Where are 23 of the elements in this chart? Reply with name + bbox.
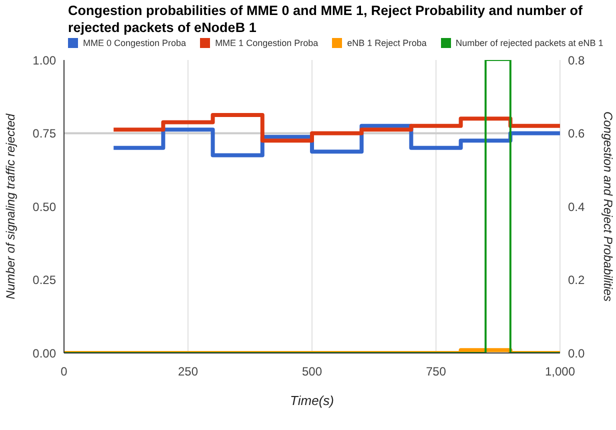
y2-tick-label: 0.2 [568,273,586,288]
x-tick-label: 0 [60,364,68,379]
x-tick-label: 250 [178,364,198,379]
y2-tick-label: 0.8 [568,53,586,68]
y2-tick-label: 0.4 [568,200,586,214]
legend-label: MME 0 Congestion Proba [82,38,186,48]
legend-label: Number of rejected packets at eNB 1 [454,38,604,48]
y-tick-label: 0.50 [32,200,56,214]
x-tick-label: 1,000 [544,364,576,379]
y-axis-title: Number of signaling traffic rejected [3,113,18,300]
x-axis-title: Time(s) [290,393,334,408]
y2-tick-label: 0.0 [568,346,586,360]
x-tick-label: 750 [426,364,446,379]
legend-label: MME 1 Congestion Proba [214,38,318,48]
y2-tick-label: 0.6 [568,126,586,141]
y-tick-label: 1.00 [32,53,56,68]
y-tick-label: 0.25 [32,273,56,288]
y-tick-label: 0.75 [32,126,56,141]
x-tick-label: 500 [302,364,322,379]
y2-axis-title: Congestion and Reject Probabilities [600,111,615,302]
legend-label: eNB 1 Reject Proba [346,38,427,48]
chart-title: Congestion probabilities of MME 0 and MME 1, Reject Probability and number of rejected packets of eNodeB 1 [67,2,584,36]
y-tick-label: 0.00 [32,346,56,360]
